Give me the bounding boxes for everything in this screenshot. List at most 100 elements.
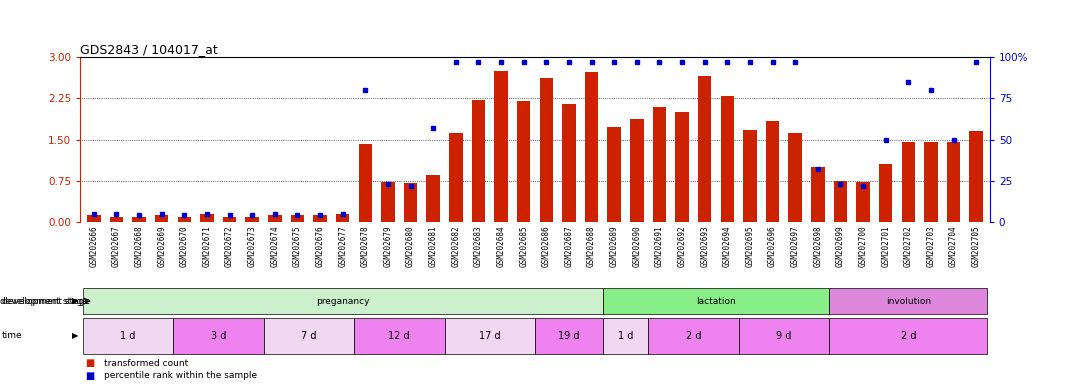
Bar: [444, 318, 535, 354]
Bar: [354, 318, 444, 354]
Bar: [829, 288, 988, 314]
Text: GSM202683: GSM202683: [474, 225, 483, 267]
Bar: [427, 175, 440, 222]
Bar: [82, 288, 602, 314]
Text: GSM202679: GSM202679: [383, 225, 393, 267]
Text: ▶: ▶: [72, 296, 78, 306]
Text: GSM202695: GSM202695: [746, 225, 754, 267]
Text: GSM202696: GSM202696: [768, 225, 777, 267]
Bar: [336, 214, 350, 222]
Text: GSM202687: GSM202687: [565, 225, 574, 267]
Text: GSM202678: GSM202678: [361, 225, 370, 267]
Bar: [223, 217, 236, 222]
Text: 1 d: 1 d: [120, 331, 136, 341]
Bar: [878, 164, 892, 222]
Text: 1 d: 1 d: [617, 331, 633, 341]
Bar: [811, 167, 825, 222]
Bar: [263, 318, 354, 354]
Text: GSM202699: GSM202699: [836, 225, 845, 267]
Text: GSM202671: GSM202671: [202, 225, 212, 267]
Text: GSM202691: GSM202691: [655, 225, 663, 267]
Text: GSM202670: GSM202670: [180, 225, 188, 267]
Bar: [381, 182, 395, 222]
Bar: [562, 104, 576, 222]
Bar: [766, 121, 779, 222]
Text: GSM202694: GSM202694: [723, 225, 732, 267]
Text: GSM202686: GSM202686: [541, 225, 551, 267]
Text: ■: ■: [86, 371, 95, 381]
Bar: [585, 72, 598, 222]
Bar: [200, 214, 214, 222]
Text: GSM202698: GSM202698: [813, 225, 823, 267]
Bar: [675, 112, 689, 222]
Text: GSM202688: GSM202688: [587, 225, 596, 267]
Text: GSM202700: GSM202700: [858, 225, 868, 267]
Text: development stage: development stage: [2, 296, 90, 306]
Bar: [902, 142, 915, 222]
Text: GSM202697: GSM202697: [791, 225, 799, 267]
Text: development stage: development stage: [0, 296, 88, 306]
Text: GSM202681: GSM202681: [429, 225, 438, 267]
Text: ▶: ▶: [72, 331, 78, 341]
Bar: [358, 144, 372, 222]
Bar: [834, 181, 847, 222]
Bar: [494, 71, 508, 222]
Text: lactation: lactation: [697, 296, 736, 306]
Text: 2 d: 2 d: [901, 331, 916, 341]
Text: 7 d: 7 d: [301, 331, 317, 341]
Bar: [535, 318, 602, 354]
Bar: [924, 142, 937, 222]
Text: GSM202672: GSM202672: [225, 225, 234, 267]
Text: GSM202705: GSM202705: [972, 225, 981, 267]
Text: 12 d: 12 d: [388, 331, 410, 341]
Text: GSM202666: GSM202666: [89, 225, 98, 267]
Bar: [602, 318, 648, 354]
Bar: [969, 131, 983, 222]
Text: time: time: [2, 331, 22, 341]
Text: ■: ■: [86, 358, 95, 368]
Text: GSM202667: GSM202667: [112, 225, 121, 267]
Bar: [648, 318, 738, 354]
Text: GSM202674: GSM202674: [271, 225, 279, 267]
Text: GSM202692: GSM202692: [677, 225, 687, 267]
Bar: [133, 217, 146, 222]
Bar: [245, 217, 259, 222]
Bar: [109, 217, 123, 222]
Text: GSM202702: GSM202702: [904, 225, 913, 267]
Bar: [268, 215, 281, 222]
Text: GSM202673: GSM202673: [247, 225, 257, 267]
Text: GSM202704: GSM202704: [949, 225, 958, 267]
Text: GSM202684: GSM202684: [496, 225, 505, 267]
Text: 17 d: 17 d: [479, 331, 501, 341]
Text: GSM202675: GSM202675: [293, 225, 302, 267]
Text: GSM202668: GSM202668: [135, 225, 143, 267]
Bar: [403, 183, 417, 222]
Bar: [608, 127, 621, 222]
Text: GSM202676: GSM202676: [316, 225, 324, 267]
Bar: [720, 96, 734, 222]
Text: 3 d: 3 d: [211, 331, 226, 341]
Text: 2 d: 2 d: [686, 331, 701, 341]
Bar: [539, 78, 553, 222]
Text: percentile rank within the sample: percentile rank within the sample: [104, 371, 257, 380]
Bar: [291, 215, 304, 222]
Text: involution: involution: [886, 296, 931, 306]
Bar: [178, 217, 192, 222]
Bar: [653, 106, 667, 222]
Bar: [744, 130, 756, 222]
Text: transformed count: transformed count: [104, 359, 188, 368]
Bar: [738, 318, 829, 354]
Text: GSM202703: GSM202703: [927, 225, 935, 267]
Bar: [87, 215, 101, 222]
Text: GSM202669: GSM202669: [157, 225, 166, 267]
Bar: [602, 288, 829, 314]
Text: GSM202682: GSM202682: [452, 225, 460, 267]
Text: GSM202685: GSM202685: [519, 225, 529, 267]
Bar: [472, 100, 485, 222]
Text: GSM202701: GSM202701: [882, 225, 890, 267]
Bar: [630, 119, 643, 222]
Text: GSM202693: GSM202693: [700, 225, 709, 267]
Text: GSM202690: GSM202690: [632, 225, 641, 267]
Text: preganancy: preganancy: [316, 296, 369, 306]
Text: 19 d: 19 d: [559, 331, 580, 341]
